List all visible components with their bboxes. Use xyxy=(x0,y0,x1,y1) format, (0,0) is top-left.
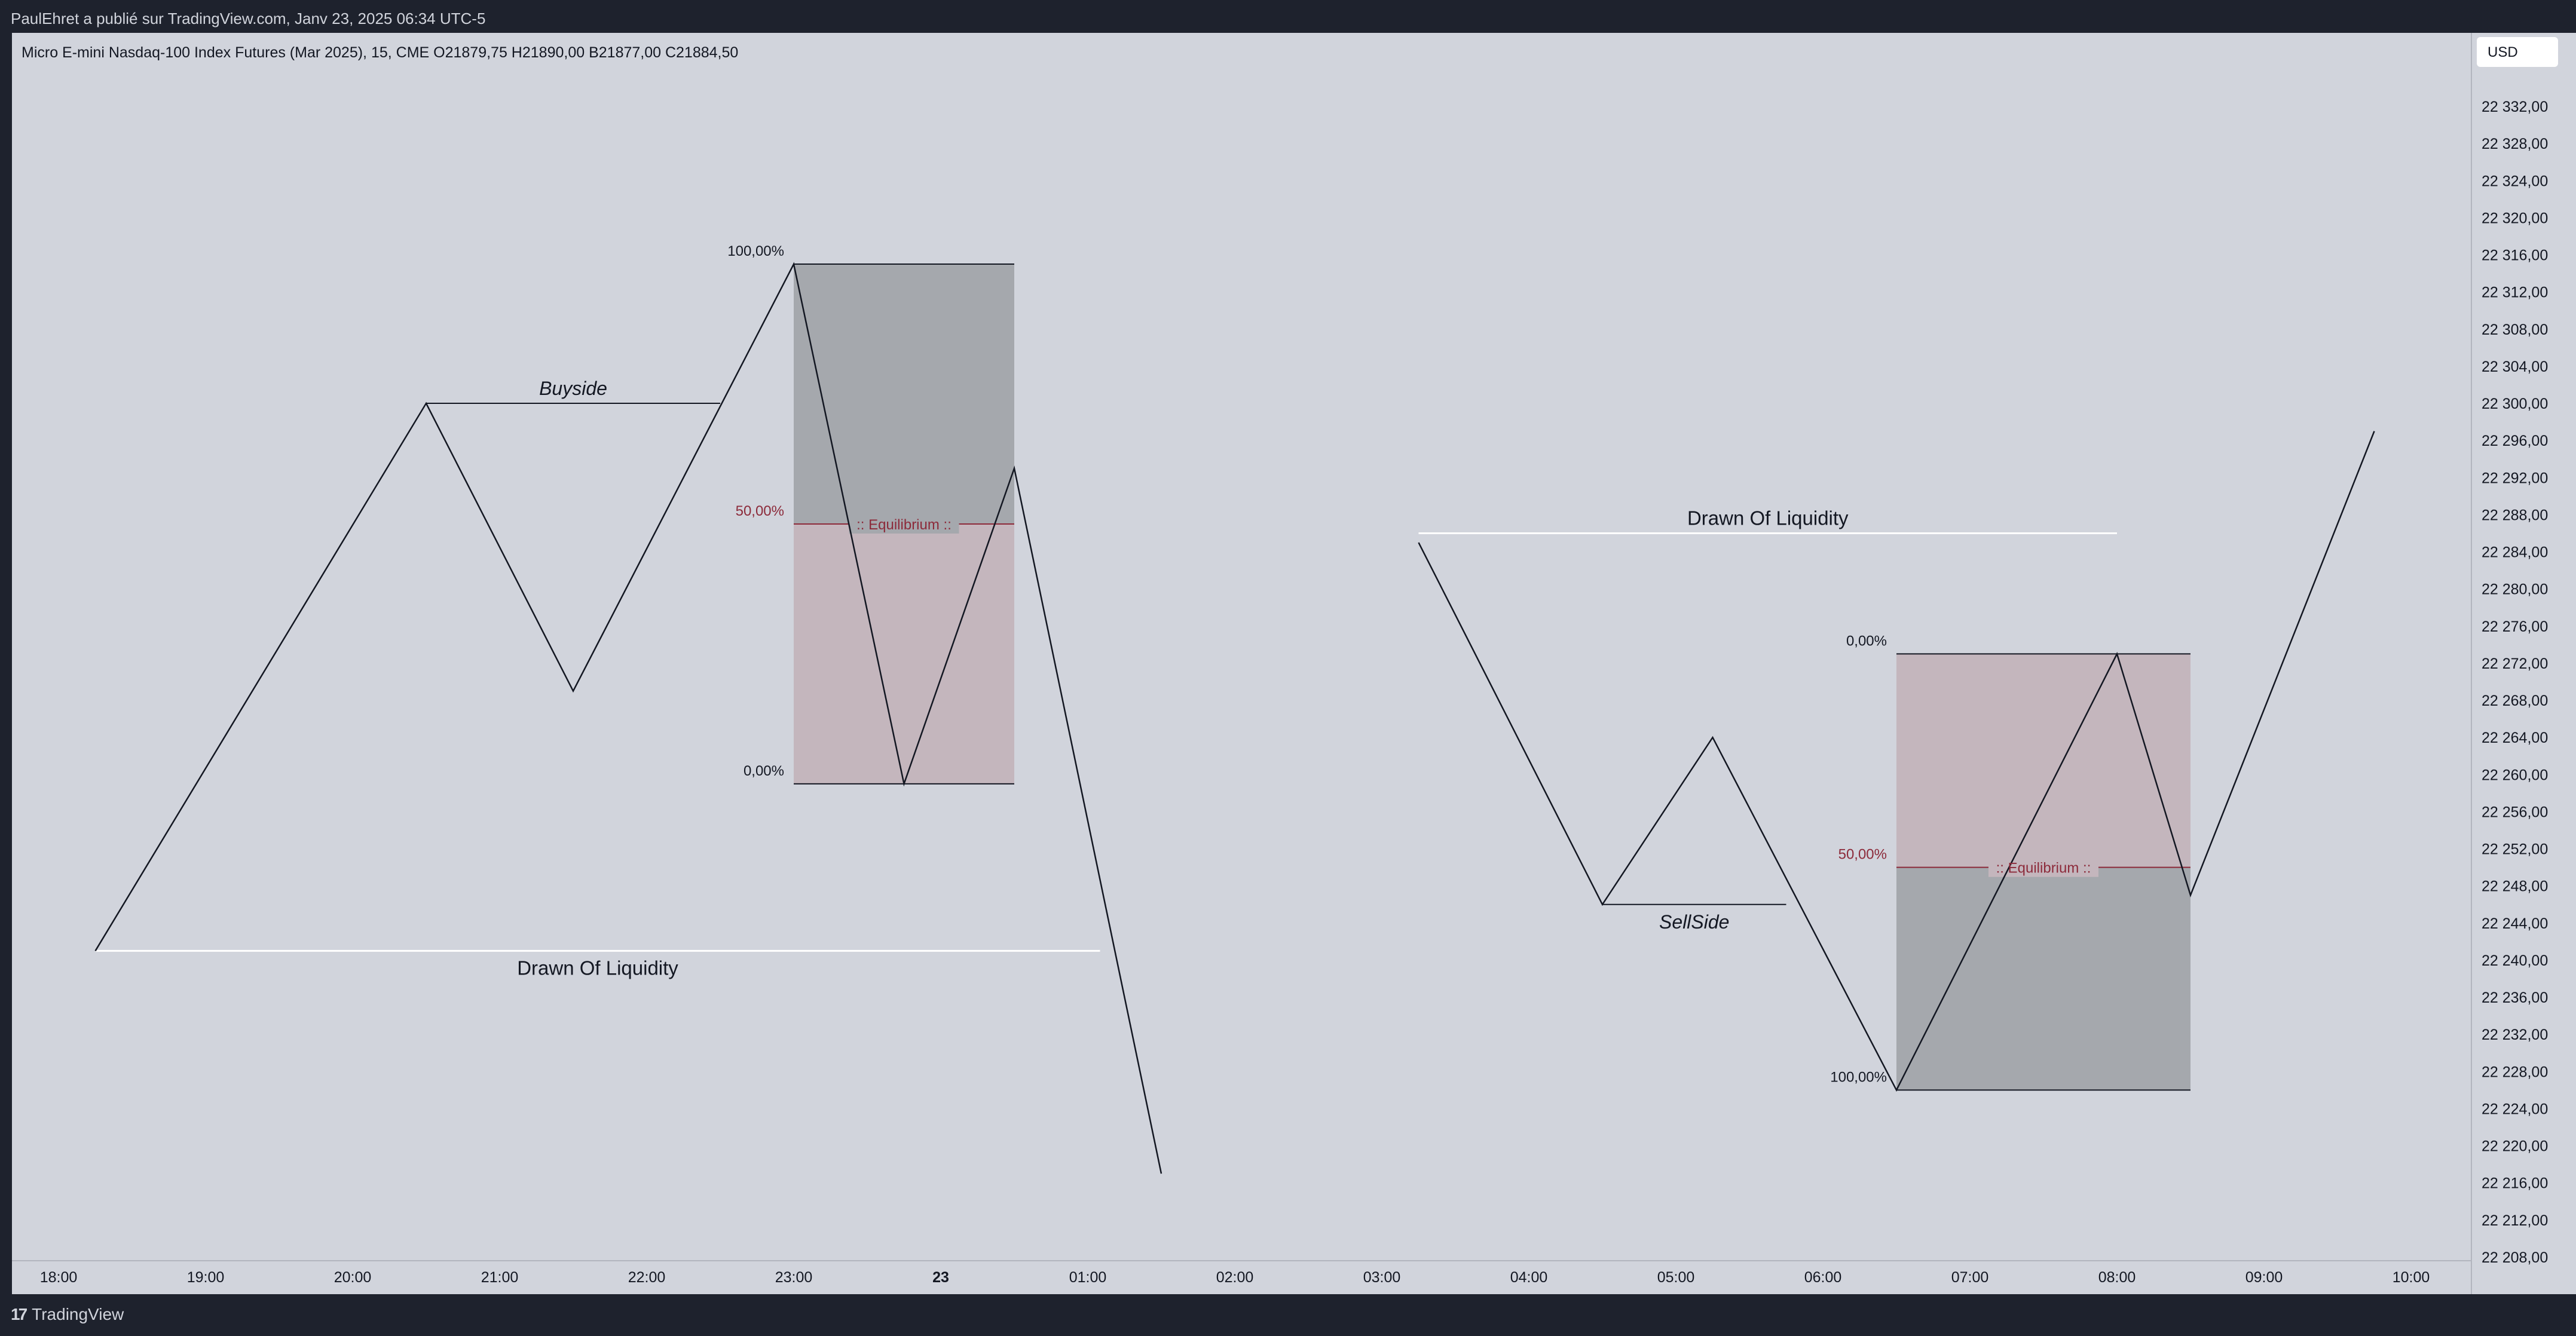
price-tick-label: 22 260,00 xyxy=(2482,767,2548,783)
time-tick-label: 20:00 xyxy=(334,1269,372,1286)
price-tick-label: 22 308,00 xyxy=(2482,321,2548,338)
tradingview-logo-icon: 17 xyxy=(11,1305,27,1323)
publisher-info: PaulEhret a publié sur TradingView.com, … xyxy=(11,10,486,27)
time-tick-label: 05:00 xyxy=(1657,1269,1695,1286)
price-tick-label: 22 216,00 xyxy=(2482,1175,2548,1192)
level-label: SellSide xyxy=(1659,911,1729,933)
price-tick-label: 22 296,00 xyxy=(2482,433,2548,449)
price-tick-label: 22 212,00 xyxy=(2482,1212,2548,1229)
chart-labels: :: Equilibrium ::100,00%50,00%0,00%:: Eq… xyxy=(517,243,2091,1085)
fib-label-top: 0,00% xyxy=(1846,633,1887,649)
price-tick-label: 22 232,00 xyxy=(2482,1026,2548,1043)
fib-zones xyxy=(794,263,2190,1091)
time-tick-label: 09:00 xyxy=(2245,1269,2283,1286)
fib-zone-lower xyxy=(794,523,1014,784)
time-axis-panel[interactable] xyxy=(12,1261,2471,1294)
tradingview-brand: TradingView xyxy=(32,1305,124,1323)
price-tick-label: 22 220,00 xyxy=(2482,1138,2548,1155)
tradingview-logo[interactable]: 17 TradingView xyxy=(11,1305,124,1324)
price-axis-panel[interactable] xyxy=(2471,33,2576,1294)
time-tick-label: 04:00 xyxy=(1510,1269,1548,1286)
price-tick-label: 22 240,00 xyxy=(2482,952,2548,969)
price-tick-label: 22 268,00 xyxy=(2482,692,2548,709)
liquidity-label: Drawn Of Liquidity xyxy=(1687,507,1849,529)
fib-label-mid: 50,00% xyxy=(1838,847,1887,863)
time-tick-label: 18:00 xyxy=(40,1269,78,1286)
fib-label-mid: 50,00% xyxy=(736,503,784,519)
fib-zone-upper xyxy=(794,264,1014,524)
time-tick-label: 23:00 xyxy=(775,1269,813,1286)
time-tick-label: 21:00 xyxy=(481,1269,519,1286)
fib-label-bottom: 100,00% xyxy=(1830,1069,1887,1085)
price-tick-label: 22 304,00 xyxy=(2482,358,2548,375)
equilibrium-label-bg xyxy=(1988,857,2098,877)
annotation-lines xyxy=(95,403,2117,952)
fib-label-top: 100,00% xyxy=(727,243,784,259)
price-tick-label: 22 284,00 xyxy=(2482,544,2548,561)
price-tick-label: 22 332,00 xyxy=(2482,99,2548,115)
symbol-ohlc-legend[interactable]: Micro E-mini Nasdaq-100 Index Futures (M… xyxy=(22,44,739,61)
currency-button[interactable]: USD xyxy=(2477,37,2558,67)
price-tick-label: 22 272,00 xyxy=(2482,655,2548,672)
price-tick-label: 22 280,00 xyxy=(2482,581,2548,598)
price-tick-label: 22 244,00 xyxy=(2482,915,2548,932)
level-label: Buyside xyxy=(539,378,607,399)
price-tick-label: 22 316,00 xyxy=(2482,247,2548,264)
price-tick-label: 22 320,00 xyxy=(2482,210,2548,226)
time-axis-labels: 18:00 19:00 20:00 21:00 22:00 23:00 23 01:00 02:… xyxy=(40,1269,2430,1286)
time-tick-label: 23 xyxy=(932,1269,949,1286)
equilibrium-label-bg xyxy=(849,514,959,534)
price-tick-label: 22 276,00 xyxy=(2482,618,2548,635)
equilibrium-label: :: Equilibrium :: xyxy=(1996,860,2091,877)
price-tick-label: 22 292,00 xyxy=(2482,470,2548,486)
fib-label-bottom: 0,00% xyxy=(744,763,784,779)
time-tick-label: 06:00 xyxy=(1804,1269,1842,1286)
price-series xyxy=(94,262,2375,1174)
fib-zone-upper xyxy=(1896,654,2190,868)
price-tick-label: 22 324,00 xyxy=(2482,173,2548,189)
liquidity-label: Drawn Of Liquidity xyxy=(517,957,678,979)
time-tick-label: 02:00 xyxy=(1216,1269,1254,1286)
time-tick-label: 07:00 xyxy=(1951,1269,1989,1286)
footer-bar: 17 TradingView xyxy=(0,1294,2576,1336)
price-tick-label: 22 208,00 xyxy=(2482,1249,2548,1266)
time-tick-label: 19:00 xyxy=(187,1269,225,1286)
time-tick-label: 01:00 xyxy=(1069,1269,1107,1286)
price-axis-labels: 22 332,00 22 328,00 22 324,00 22 320,00 22 3… xyxy=(2482,99,2548,1266)
price-tick-label: 22 288,00 xyxy=(2482,507,2548,523)
price-tick-label: 22 252,00 xyxy=(2482,841,2548,858)
publisher-bar: PaulEhret a publié sur TradingView.com, … xyxy=(0,0,2576,33)
time-tick-label: 08:00 xyxy=(2098,1269,2136,1286)
equilibrium-label: :: Equilibrium :: xyxy=(856,517,952,533)
time-tick-label: 03:00 xyxy=(1363,1269,1401,1286)
price-tick-label: 22 256,00 xyxy=(2482,804,2548,820)
price-tick-label: 22 236,00 xyxy=(2482,989,2548,1006)
time-tick-label: 22:00 xyxy=(628,1269,666,1286)
price-tick-label: 22 224,00 xyxy=(2482,1101,2548,1117)
price-tick-label: 22 228,00 xyxy=(2482,1064,2548,1080)
price-tick-label: 22 312,00 xyxy=(2482,284,2548,301)
price-tick-label: 22 264,00 xyxy=(2482,730,2548,746)
price-tick-label: 22 248,00 xyxy=(2482,878,2548,895)
price-tick-label: 22 300,00 xyxy=(2482,396,2548,412)
time-tick-label: 10:00 xyxy=(2393,1269,2430,1286)
price-tick-label: 22 328,00 xyxy=(2482,136,2548,152)
fib-zone-lower xyxy=(1896,867,2190,1090)
